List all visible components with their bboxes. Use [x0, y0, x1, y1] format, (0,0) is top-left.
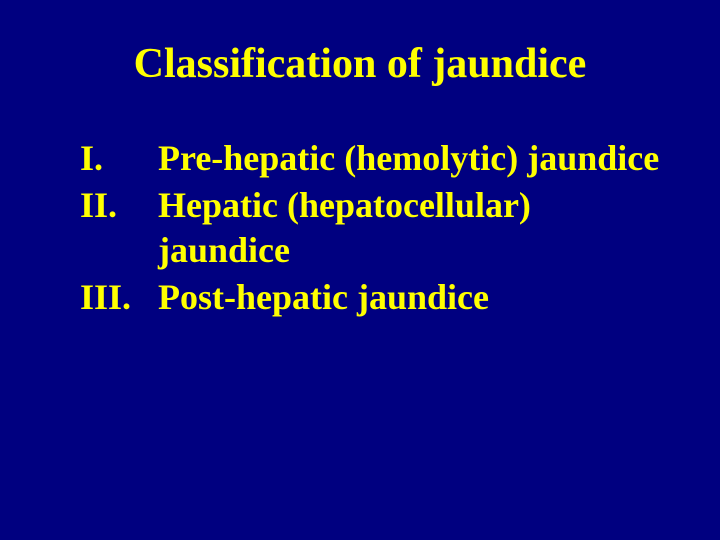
list-item: II. Hepatic (hepatocellular) jaundice — [80, 183, 660, 273]
slide-title: Classification of jaundice — [0, 40, 720, 88]
list-item-text: Post-hepatic jaundice — [158, 275, 660, 320]
list-marker: III. — [80, 275, 158, 320]
classification-list: I. Pre-hepatic (hemolytic) jaundice II. … — [0, 136, 720, 320]
list-marker: II. — [80, 183, 158, 228]
slide: Classification of jaundice I. Pre-hepati… — [0, 0, 720, 540]
list-item: III. Post-hepatic jaundice — [80, 275, 660, 320]
list-marker: I. — [80, 136, 158, 181]
list-item: I. Pre-hepatic (hemolytic) jaundice — [80, 136, 660, 181]
list-item-text: Hepatic (hepatocellular) jaundice — [158, 183, 660, 273]
list-item-text: Pre-hepatic (hemolytic) jaundice — [158, 136, 660, 181]
